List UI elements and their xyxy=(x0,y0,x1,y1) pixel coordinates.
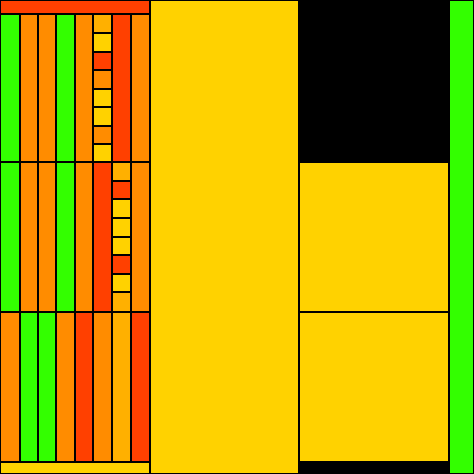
tile-green-16 xyxy=(0,162,20,312)
tile-yellow-10 xyxy=(93,89,112,107)
tile-amber-22 xyxy=(112,162,131,181)
tile-orange-9 xyxy=(93,70,112,89)
tile-amber-6 xyxy=(93,14,112,33)
tile-yellow-13 xyxy=(93,144,112,162)
tile-green-19 xyxy=(56,162,75,312)
tile-green-33 xyxy=(38,312,56,462)
tile-red-38 xyxy=(131,312,150,462)
tile-yellow-40 xyxy=(150,0,299,474)
tile-orange-31 xyxy=(0,312,20,462)
tile-orange-2 xyxy=(20,14,38,162)
tile-yellow-28 xyxy=(112,274,131,292)
tile-yellow-43 xyxy=(299,312,449,462)
tile-amber-29 xyxy=(112,292,131,312)
tile-green-32 xyxy=(20,312,38,462)
tile-yellow-39 xyxy=(0,462,150,474)
tile-red-23 xyxy=(112,181,131,199)
tile-orange-5 xyxy=(75,14,93,162)
tile-red-0 xyxy=(0,0,150,14)
tile-orange-3 xyxy=(38,14,56,162)
tile-yellow-26 xyxy=(112,237,131,255)
tile-yellow-24 xyxy=(112,199,131,218)
tile-red-35 xyxy=(75,312,93,462)
tile-red-8 xyxy=(93,52,112,70)
tile-green-4 xyxy=(56,14,75,162)
tile-amber-37 xyxy=(112,312,131,462)
tile-orange-12 xyxy=(93,126,112,144)
tile-black-41 xyxy=(299,0,449,162)
tile-orange-36 xyxy=(93,312,112,462)
tile-green-45 xyxy=(449,0,474,474)
tile-orange-30 xyxy=(131,162,150,312)
tile-orange-18 xyxy=(38,162,56,312)
tile-orange-34 xyxy=(56,312,75,462)
tile-orange-15 xyxy=(131,14,150,162)
tile-yellow-7 xyxy=(93,33,112,52)
tile-green-1 xyxy=(0,14,20,162)
tile-yellow-11 xyxy=(93,107,112,126)
tile-orange-20 xyxy=(75,162,93,312)
tile-yellow-25 xyxy=(112,218,131,237)
tile-black-44 xyxy=(299,462,449,474)
tile-yellow-42 xyxy=(299,162,449,312)
tile-red-14 xyxy=(112,14,131,162)
tile-red-27 xyxy=(112,255,131,274)
tile-orange-17 xyxy=(20,162,38,312)
tile-red-21 xyxy=(93,162,112,312)
